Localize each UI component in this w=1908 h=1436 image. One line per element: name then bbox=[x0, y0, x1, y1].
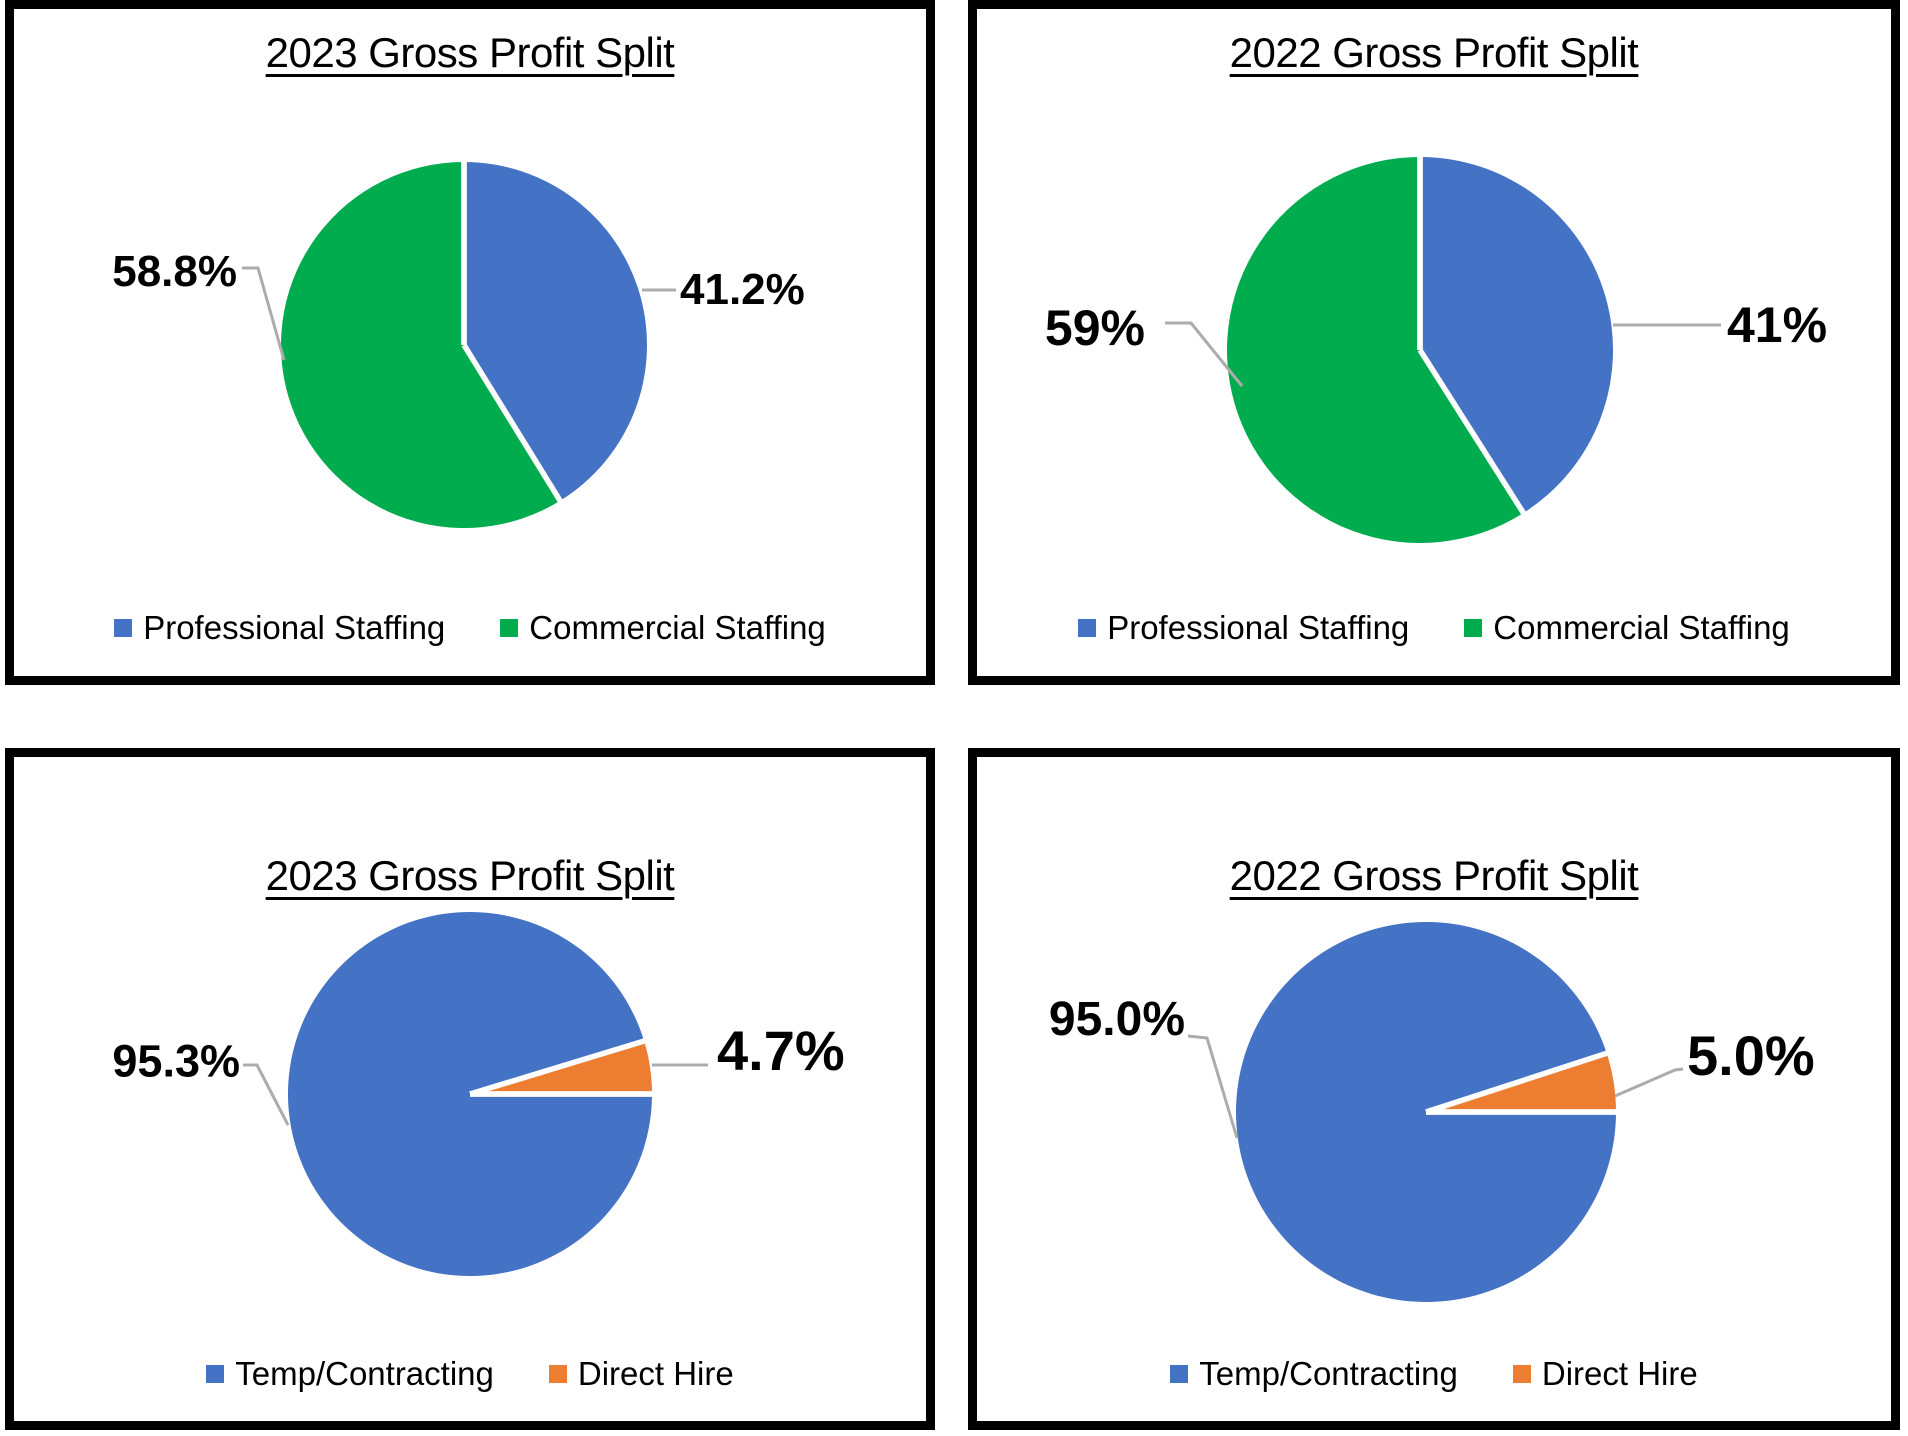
leader-line bbox=[1187, 1034, 1239, 1139]
pie-chart-svg bbox=[1165, 155, 1721, 543]
legend-item: Commercial Staffing bbox=[1464, 609, 1790, 647]
legend-item: Commercial Staffing bbox=[500, 609, 826, 647]
chart-title: 2022 Gross Profit Split bbox=[977, 852, 1891, 900]
chart-title-text: 2023 Gross Profit Split bbox=[265, 29, 675, 76]
pie-chart-svg bbox=[242, 160, 676, 529]
pie-chart-svg bbox=[1187, 922, 1684, 1303]
slice-separator bbox=[1425, 1050, 1610, 1115]
legend-label: Commercial Staffing bbox=[1493, 609, 1790, 646]
legend-marker-square-icon bbox=[206, 1365, 225, 1383]
legend-marker-square-icon bbox=[1512, 1365, 1531, 1383]
pie-slice-commercial-staffing bbox=[1227, 156, 1524, 543]
legend-marker-square-icon bbox=[1464, 619, 1483, 637]
legend-item: Professional Staffing bbox=[1078, 609, 1409, 647]
slice-separator bbox=[461, 343, 564, 504]
data-label: 4.7% bbox=[717, 1019, 845, 1082]
legend-marker-square-icon bbox=[114, 619, 133, 637]
legend-marker-square-icon bbox=[1078, 619, 1097, 637]
leader-line bbox=[1165, 321, 1244, 387]
legend-item: Direct Hire bbox=[1512, 1355, 1698, 1393]
data-label: 95.0% bbox=[1048, 993, 1185, 1046]
legend-label: Commercial Staffing bbox=[529, 609, 826, 646]
legend-label: Direct Hire bbox=[577, 1355, 734, 1392]
chart-title-text: 2022 Gross Profit Split bbox=[1229, 29, 1639, 76]
chart-title: 2023 Gross Profit Split bbox=[14, 852, 926, 900]
legend-item: Direct Hire bbox=[548, 1355, 734, 1393]
leader-line bbox=[1614, 1067, 1684, 1098]
legend-marker-square-icon bbox=[500, 619, 519, 637]
data-label: 5.0% bbox=[1687, 1024, 1815, 1087]
chart-title: 2022 Gross Profit Split bbox=[977, 29, 1891, 77]
legend-label: Temp/Contracting bbox=[1199, 1355, 1458, 1392]
data-label: 41.2% bbox=[680, 265, 805, 314]
legend-item: Professional Staffing bbox=[114, 609, 445, 647]
slice-separator bbox=[1417, 348, 1527, 517]
chart-title: 2023 Gross Profit Split bbox=[14, 29, 926, 77]
legend-label: Direct Hire bbox=[1541, 1355, 1698, 1392]
legend-label: Professional Staffing bbox=[1107, 609, 1410, 646]
chart-legend: Temp/Contracting Direct Hire bbox=[14, 1355, 926, 1393]
leader-line bbox=[243, 1063, 290, 1126]
data-label: 41% bbox=[1727, 297, 1828, 353]
data-label: 95.3% bbox=[112, 1035, 240, 1087]
chart-title-text: 2022 Gross Profit Split bbox=[1229, 852, 1639, 899]
data-label: 58.8% bbox=[112, 247, 237, 296]
panel-2023-gross-profit-by-service: 2023 Gross Profit Split Temp/Contracting… bbox=[5, 748, 935, 1430]
panel-2022-gross-profit-by-segment: 2022 Gross Profit Split Professional Sta… bbox=[968, 0, 1900, 685]
panel-2022-gross-profit-by-service: 2022 Gross Profit Split Temp/Contracting… bbox=[968, 748, 1900, 1430]
panel-2023-gross-profit-by-segment: 2023 Gross Profit Split Professional Sta… bbox=[5, 0, 935, 685]
pie-chart-svg bbox=[243, 912, 708, 1277]
leader-line bbox=[242, 266, 286, 361]
chart-legend: Professional Staffing Commercial Staffing bbox=[977, 609, 1891, 647]
legend-label: Temp/Contracting bbox=[235, 1355, 494, 1392]
chart-legend: Temp/Contracting Direct Hire bbox=[977, 1355, 1891, 1393]
data-label: 59% bbox=[1044, 300, 1145, 356]
legend-marker-square-icon bbox=[1170, 1365, 1189, 1383]
legend-item: Temp/Contracting bbox=[1170, 1355, 1458, 1393]
legend-label: Professional Staffing bbox=[143, 609, 446, 646]
slice-separator bbox=[469, 1037, 647, 1097]
legend-item: Temp/Contracting bbox=[206, 1355, 494, 1393]
chart-legend: Professional Staffing Commercial Staffing bbox=[14, 609, 926, 647]
chart-title-text: 2023 Gross Profit Split bbox=[265, 852, 675, 899]
legend-marker-square-icon bbox=[548, 1365, 567, 1383]
pie-slice-commercial-staffing bbox=[280, 162, 561, 529]
